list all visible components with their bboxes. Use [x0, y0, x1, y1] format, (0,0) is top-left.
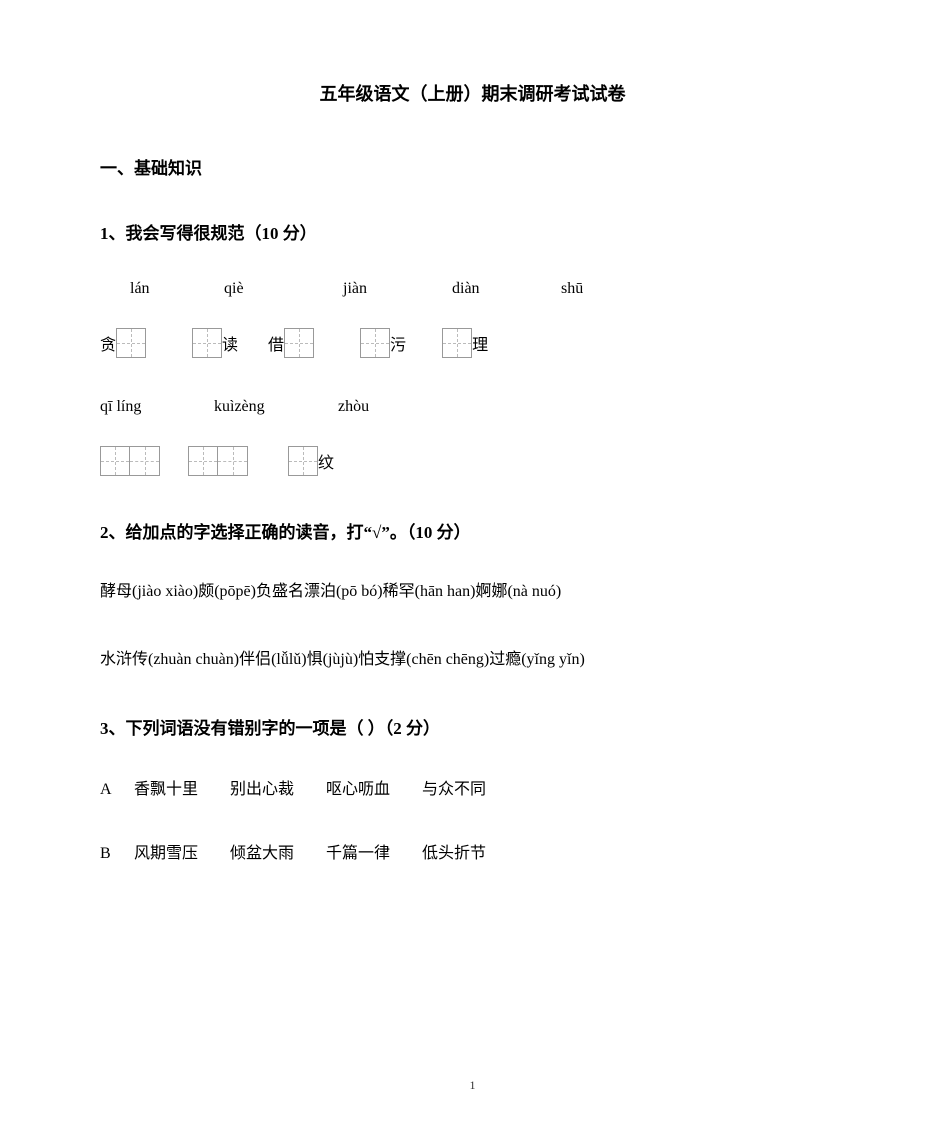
word: 千篇一律	[326, 839, 390, 863]
writing-box	[360, 328, 390, 358]
word: 别出心裁	[230, 775, 294, 799]
q1-char-row-1: 贪 读 借 污 理	[100, 328, 845, 358]
section-1-header: 一、基础知识	[100, 154, 845, 179]
pinyin: jiàn	[343, 280, 448, 298]
q1-pinyin-row-2: qī líng kuìzèng zhòu	[100, 398, 845, 416]
char-suffix: 纹	[318, 449, 334, 473]
q3-option-b: B 风期雪压 倾盆大雨 千篇一律 低头折节	[100, 839, 845, 863]
writing-box	[288, 446, 318, 476]
q2-line-1: 酵母(jiào xiào)颇(pōpē)负盛名漂泊(pō bó)稀罕(hān h…	[100, 579, 845, 605]
word: 风期雪压	[134, 839, 198, 863]
q3-header: 3、下列词语没有错别字的一项是（ ）（2 分）	[100, 714, 845, 739]
pinyin: diàn	[452, 280, 557, 298]
writing-box-double	[188, 446, 248, 476]
writing-box	[130, 446, 160, 476]
q2-header: 2、给加点的字选择正确的读音，打“√”。（10 分）	[100, 518, 845, 543]
word: 与众不同	[422, 775, 486, 799]
word: 呕心呖血	[326, 775, 390, 799]
option-label: B	[100, 845, 130, 863]
writing-box-double	[100, 446, 160, 476]
page-title: 五年级语文（上册）期末调研考试试卷	[100, 80, 845, 106]
page-number: 1	[0, 1078, 945, 1093]
char-suffix: 污	[390, 331, 406, 355]
q3-option-a: A 香飘十里 别出心裁 呕心呖血 与众不同	[100, 775, 845, 799]
writing-box	[100, 446, 130, 476]
writing-box	[192, 328, 222, 358]
q1-pinyin-row-1: lán qiè jiàn diàn shū	[100, 280, 845, 298]
char-prefix: 贪	[100, 331, 116, 355]
pinyin: kuìzèng	[214, 398, 334, 416]
writing-box	[116, 328, 146, 358]
writing-box	[442, 328, 472, 358]
char-prefix: 借	[268, 331, 284, 355]
q2-line-2: 水浒传(zhuàn chuàn)伴侣(lǚlǔ)惧(jùjù)怕支撑(chēn …	[100, 647, 845, 673]
writing-box	[218, 446, 248, 476]
char-suffix: 理	[472, 331, 488, 355]
char-suffix: 读	[222, 331, 238, 355]
word: 香飘十里	[134, 775, 198, 799]
pinyin: lán	[130, 280, 220, 298]
word: 低头折节	[422, 839, 486, 863]
pinyin: zhòu	[338, 398, 369, 416]
q1-header: 1、我会写得很规范（10 分）	[100, 219, 845, 244]
pinyin: shū	[561, 280, 583, 298]
writing-box	[188, 446, 218, 476]
pinyin: qī líng	[100, 398, 210, 416]
q1-char-row-2: 纹	[100, 446, 845, 476]
writing-box	[284, 328, 314, 358]
pinyin: qiè	[224, 280, 339, 298]
word: 倾盆大雨	[230, 839, 294, 863]
option-label: A	[100, 781, 130, 799]
